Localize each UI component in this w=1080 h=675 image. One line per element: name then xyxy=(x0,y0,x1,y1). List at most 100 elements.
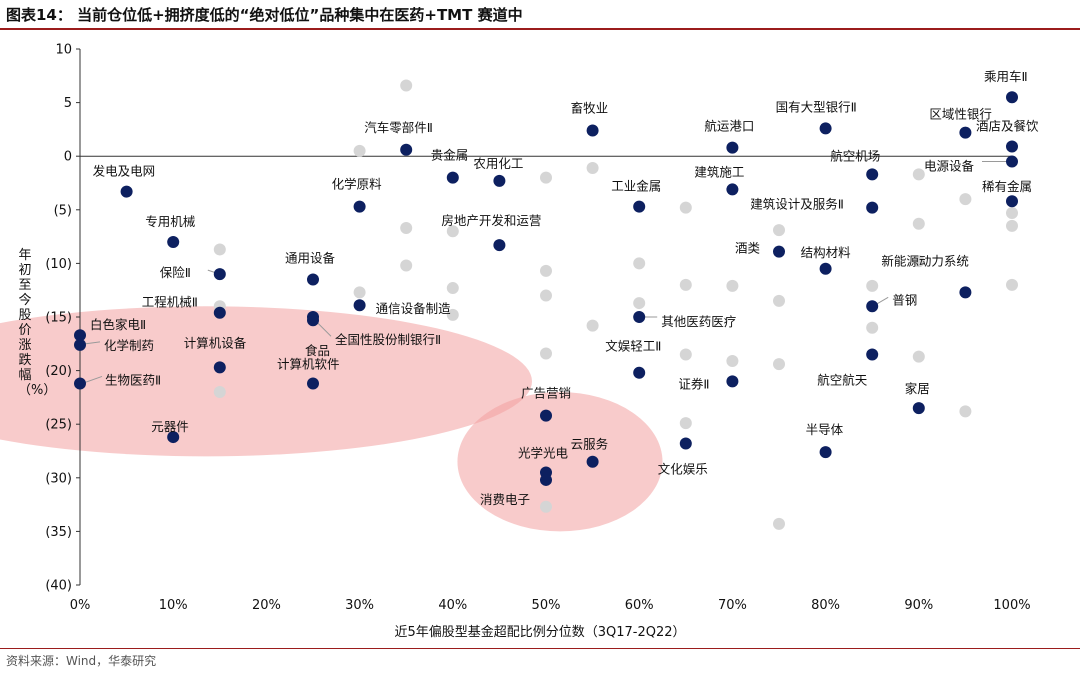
industry-label: 保险Ⅱ xyxy=(160,265,191,280)
industry-point xyxy=(353,286,366,299)
industry-point xyxy=(912,168,925,181)
industry-point-highlighted xyxy=(1006,155,1018,168)
industry-point xyxy=(866,279,879,292)
industry-label: 其他医药医疗 xyxy=(661,314,736,329)
y-tick-label: (5) xyxy=(54,203,72,218)
x-tick-label: 100% xyxy=(993,598,1030,613)
y-tick-label: (35) xyxy=(45,525,72,540)
industry-point-highlighted xyxy=(866,168,879,181)
industry-point-highlighted xyxy=(819,262,832,275)
industry-label: 文娱轻工Ⅱ xyxy=(605,339,661,354)
title-divider xyxy=(0,28,1080,30)
industry-label: 生物医药Ⅱ xyxy=(105,372,161,387)
industry-point-highlighted xyxy=(726,375,739,388)
industry-point-highlighted xyxy=(213,268,226,281)
industry-point-highlighted xyxy=(866,348,879,361)
industry-point-highlighted xyxy=(1006,195,1018,208)
industry-label: 乘用车Ⅱ xyxy=(984,69,1028,84)
y-axis-label: 年初至今股价涨跌幅（%） xyxy=(18,248,57,398)
industry-label: 全国性股份制银行Ⅱ xyxy=(335,332,441,347)
leader-line xyxy=(875,296,889,305)
industry-label: 文化娱乐 xyxy=(658,461,708,476)
y-tick-label: 0 xyxy=(64,150,72,165)
industry-label: 元器件 xyxy=(151,419,189,434)
industry-label: 新能源动力系统 xyxy=(881,253,969,268)
axes: 10 5 0 (5) (10) (15) (20) (25) (30) (35) (40) 0% 10%… xyxy=(45,43,1030,614)
industry-point xyxy=(400,259,413,272)
industry-point xyxy=(586,319,599,332)
industry-point-highlighted xyxy=(819,122,832,135)
industry-point xyxy=(633,257,646,270)
x-tick-label: 40% xyxy=(438,598,467,613)
industry-point-highlighted xyxy=(167,431,180,444)
x-tick-label: 70% xyxy=(718,598,747,613)
leader-line xyxy=(316,321,332,337)
industry-label: 区域性银行 xyxy=(929,107,992,122)
industry-label: 发电及电网 xyxy=(93,164,156,179)
industry-point-highlighted xyxy=(167,235,180,248)
industry-label: 建筑设计及服务Ⅱ xyxy=(750,197,844,212)
x-tick-label: 60% xyxy=(625,598,654,613)
industry-point xyxy=(1006,278,1018,291)
highlight-regions xyxy=(0,306,663,532)
industry-point xyxy=(912,255,925,268)
industry-point-highlighted xyxy=(493,239,506,252)
background-points xyxy=(213,79,1018,530)
industry-label: 电源设备 xyxy=(924,159,975,174)
industry-label: 通信设备制造 xyxy=(376,301,452,316)
y-tick-label: (15) xyxy=(45,311,72,326)
highlight-ellipse-1 xyxy=(457,392,663,532)
industry-label: 证券Ⅱ xyxy=(678,376,709,391)
source-note: 资料来源：Wind，华泰研究 xyxy=(6,654,157,668)
y-tick-label: (25) xyxy=(45,418,72,433)
industry-point-highlighted xyxy=(307,273,319,286)
industry-point xyxy=(679,417,692,430)
industry-point-highlighted xyxy=(866,300,879,313)
industry-point xyxy=(540,289,552,302)
industry-point xyxy=(213,386,226,399)
industry-label: 消费电子 xyxy=(480,492,530,507)
x-tick-label: 80% xyxy=(811,598,840,613)
industry-label: 国有大型银行Ⅱ xyxy=(776,99,857,114)
industry-point-highlighted xyxy=(586,124,599,137)
y-tick-label: (40) xyxy=(45,579,72,594)
industry-point-highlighted xyxy=(819,446,832,459)
industry-point-highlighted xyxy=(912,402,925,415)
industry-label: 农用化工 xyxy=(473,156,523,171)
industry-point-highlighted xyxy=(493,174,506,187)
industry-point xyxy=(353,144,366,157)
industry-point xyxy=(446,225,459,238)
industry-point xyxy=(959,193,972,206)
industry-label: 化学原料 xyxy=(332,177,383,192)
industry-label: 酒店及餐饮 xyxy=(976,119,1039,134)
industry-point xyxy=(773,517,785,530)
industry-point-highlighted xyxy=(74,329,86,342)
x-tick-label: 0% xyxy=(70,598,91,613)
industry-point-highlighted xyxy=(633,200,646,213)
industry-point xyxy=(540,264,552,277)
source-divider xyxy=(0,648,1080,649)
industry-label: 贵金属 xyxy=(431,148,469,163)
industry-point-highlighted xyxy=(959,126,972,139)
industry-point-highlighted xyxy=(773,245,785,258)
industry-point-highlighted xyxy=(866,201,879,214)
y-axis-label-wrap: 年初至今股价涨跌幅（%） xyxy=(8,248,57,438)
leader-lines xyxy=(84,161,1006,383)
industry-point-highlighted xyxy=(1006,140,1018,153)
industry-point-highlighted xyxy=(353,299,366,312)
industry-label: 广告营销 xyxy=(521,386,571,401)
industry-point xyxy=(400,79,413,92)
industry-label: 白色家电Ⅱ xyxy=(90,317,146,332)
industry-point xyxy=(959,405,972,418)
chart-title: 图表14： 当前仓位低+拥挤度低的“绝对低位”品种集中在医药+TMT 赛道中 xyxy=(6,6,523,24)
industry-label: 半导体 xyxy=(806,422,844,437)
industry-point-highlighted xyxy=(307,377,319,390)
industry-point xyxy=(912,350,925,363)
industry-point-highlighted xyxy=(213,306,226,319)
industry-point xyxy=(633,297,646,310)
highlighted-points xyxy=(74,91,1018,486)
industry-point-highlighted xyxy=(586,455,599,468)
industry-label: 通用设备 xyxy=(285,250,336,265)
industry-label: 专用机械 xyxy=(145,214,196,229)
industry-label: 汽车零部件Ⅱ xyxy=(364,120,433,135)
